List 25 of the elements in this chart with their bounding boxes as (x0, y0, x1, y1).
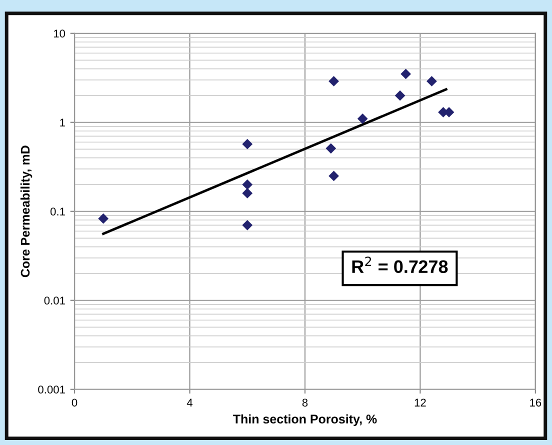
point (242, 179, 253, 190)
x-tick-label: 0 (72, 398, 78, 407)
point (328, 170, 339, 182)
x-tick-label: 8 (302, 398, 308, 407)
y-tick-label: 0.001 (38, 386, 65, 394)
x-axis-title: Thin section Porosity, % (233, 414, 377, 426)
point (242, 220, 253, 230)
point (400, 68, 412, 80)
y-tick-label: 0.1 (50, 208, 65, 216)
y-tick-label: 1 (60, 118, 65, 126)
point (326, 143, 336, 154)
x-tick-label: 4 (186, 398, 193, 406)
point (394, 90, 406, 101)
point (242, 188, 253, 198)
y-axis-title: Core Permeability, mD (20, 146, 32, 278)
point (357, 113, 368, 124)
point (242, 138, 253, 150)
point (98, 213, 109, 224)
point (426, 76, 437, 86)
y-tick-label: 10 (54, 30, 66, 38)
annotation: R$^{2}$ = 0.7278 (352, 256, 448, 274)
x-tick-label: 16 (530, 398, 542, 407)
point (328, 76, 339, 86)
y-tick-label: 0.01 (44, 296, 65, 305)
x-tick-label: 12 (414, 398, 426, 406)
